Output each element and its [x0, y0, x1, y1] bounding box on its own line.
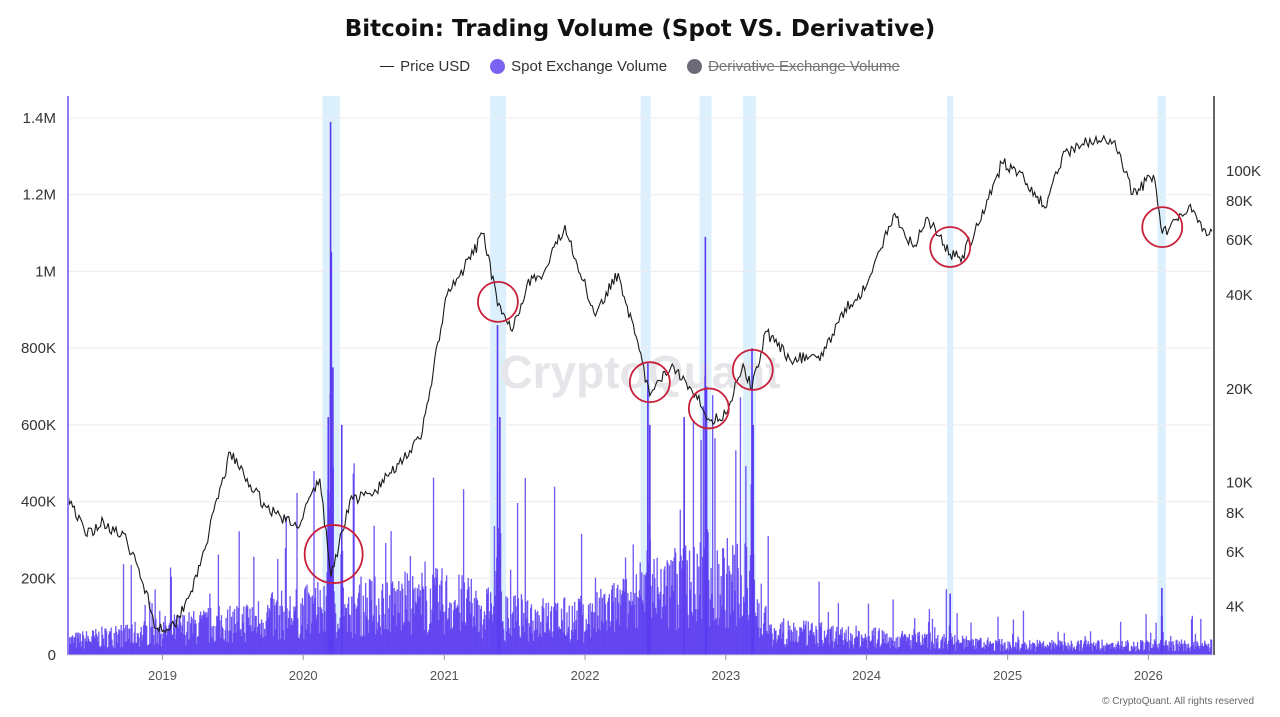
y-left-tick-label: 800K — [21, 340, 56, 357]
y-right-tick-label: 80K — [1226, 193, 1253, 210]
legend-label-derivative: Derivative Exchange Volume — [708, 58, 900, 75]
y-axis-left-ticks: 0 200K 400K 600K 800K 1M 1.2M 1.4M — [21, 110, 56, 664]
y-left-tick-label: 400K — [21, 494, 56, 511]
y-left-tick-label: 1.4M — [23, 110, 56, 127]
annotation-circle — [628, 361, 671, 404]
copyright-notice: © CryptoQuant. All rights reserved — [1102, 696, 1254, 707]
x-tick-label: 2024 — [852, 668, 881, 683]
highlight-band — [1157, 96, 1166, 655]
spot-dot-swatch-icon — [490, 59, 506, 74]
chart-title: Bitcoin: Trading Volume (Spot VS. Deriva… — [344, 16, 936, 42]
y-right-tick-label: 40K — [1226, 287, 1253, 304]
annotation-circle — [303, 524, 364, 584]
x-tick-label: 2026 — [1134, 668, 1163, 683]
price-line-swatch-icon — [380, 66, 395, 67]
highlight-band — [640, 96, 651, 655]
y-left-tick-label: 0 — [48, 647, 56, 664]
y-right-tick-label: 20K — [1226, 381, 1253, 398]
y-right-tick-label: 4K — [1226, 599, 1244, 616]
y-left-tick-label: 600K — [21, 417, 56, 434]
x-tick-label: 2022 — [571, 668, 600, 683]
legend-item-derivative[interactable]: Derivative Exchange Volume — [687, 58, 900, 75]
annotation-circle — [929, 226, 972, 268]
x-tick-label: 2023 — [711, 668, 740, 683]
watermark: CryptoQuant — [499, 346, 780, 398]
annotation-circle — [1141, 206, 1184, 249]
legend-item-price[interactable]: Price USD — [380, 58, 470, 75]
highlight-band — [947, 96, 954, 655]
spot-volume-bars — [67, 121, 1213, 655]
y-right-tick-label: 8K — [1226, 505, 1244, 522]
annotation-circle — [477, 281, 519, 323]
annotation-circle — [731, 348, 774, 391]
legend-item-spot[interactable]: Spot Exchange Volume — [490, 58, 667, 75]
y-left-tick-label: 1.2M — [23, 187, 56, 204]
legend-label-spot: Spot Exchange Volume — [511, 58, 668, 75]
y-right-tick-label: 10K — [1226, 475, 1253, 492]
y-right-tick-label: 60K — [1226, 232, 1253, 249]
x-tick-label: 2021 — [430, 668, 459, 683]
x-tick-label: 2025 — [993, 668, 1022, 683]
x-tick-label: 2020 — [289, 668, 318, 683]
y-left-tick-label: 200K — [21, 570, 56, 587]
x-tick-label: 2019 — [148, 668, 177, 683]
chart-legend: Price USD Spot Exchange Volume Derivativ… — [0, 58, 1280, 75]
derivative-dot-swatch-icon — [687, 59, 703, 74]
y-left-tick-label: 1M — [35, 263, 56, 280]
y-right-tick-label: 100K — [1226, 163, 1261, 180]
price-line — [67, 134, 1213, 634]
axes — [67, 96, 1215, 656]
y-axis-right-ticks: 4K 6K 8K 10K 20K 40K 60K 80K 100K — [1226, 163, 1261, 616]
x-axis-ticks: 2019 2020 2021 2022 2023 2024 2025 2026 — [148, 655, 1163, 683]
annotation-circle — [687, 387, 730, 430]
legend-label-price: Price USD — [400, 58, 471, 75]
price-line-group — [67, 134, 1213, 634]
y-right-tick-label: 6K — [1226, 544, 1244, 561]
annotation-circles — [303, 206, 1184, 584]
